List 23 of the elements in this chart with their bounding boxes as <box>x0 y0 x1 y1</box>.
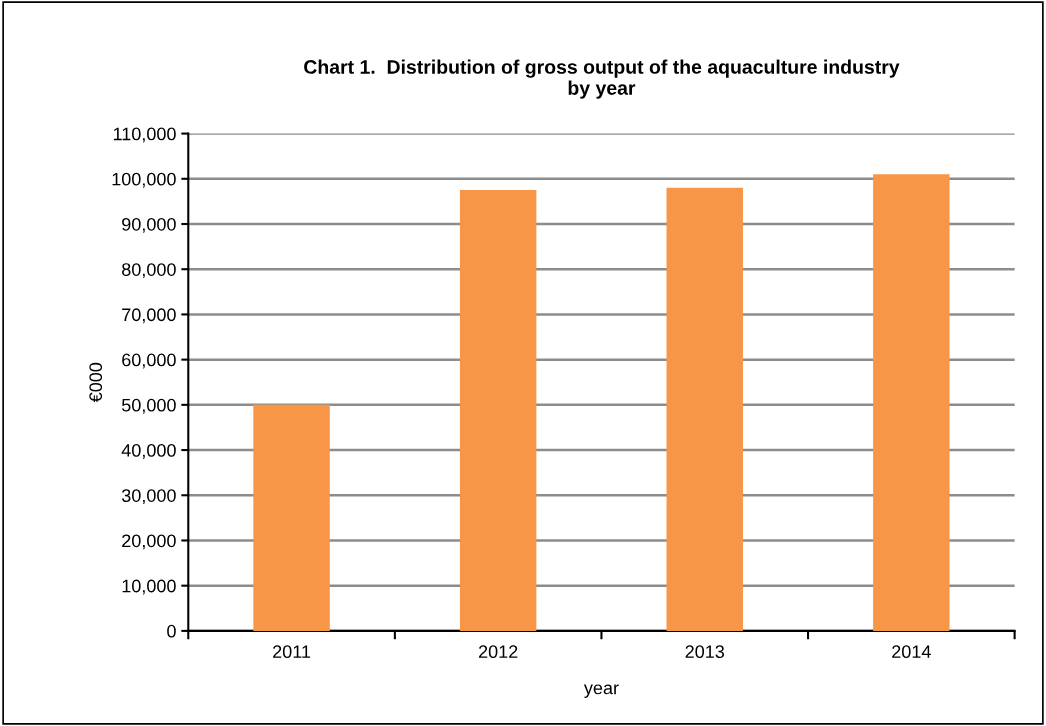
y-tick-label: 60,000 <box>122 353 176 369</box>
y-axis-title: €000 <box>89 362 103 403</box>
bar <box>253 404 330 631</box>
y-tick-label: 80,000 <box>122 263 176 279</box>
y-tick-label: 0 <box>167 624 176 638</box>
x-tick-label: 2011 <box>273 645 311 659</box>
bar <box>873 174 950 631</box>
x-tick-label: 2014 <box>892 645 931 659</box>
y-tick-label: 70,000 <box>122 308 176 324</box>
chart-title: Chart 1. Distribution of gross output of the aquaculture industry by year <box>304 59 900 99</box>
bar <box>459 190 537 631</box>
y-tick-label: 90,000 <box>122 217 176 233</box>
x-tick-label: 2013 <box>685 645 725 659</box>
x-axis-title: year <box>583 684 619 698</box>
bar <box>666 187 743 631</box>
y-tick-label: 110,000 <box>113 127 176 143</box>
y-tick-label: 10,000 <box>122 579 176 595</box>
y-tick-label: 50,000 <box>121 398 176 414</box>
y-tick-label: 100,000 <box>112 172 176 188</box>
y-tick-label: 20,000 <box>122 534 176 550</box>
x-tick-label: 2012 <box>478 645 518 659</box>
y-tick-label: 40,000 <box>121 443 176 459</box>
y-tick-label: 30,000 <box>121 489 176 505</box>
